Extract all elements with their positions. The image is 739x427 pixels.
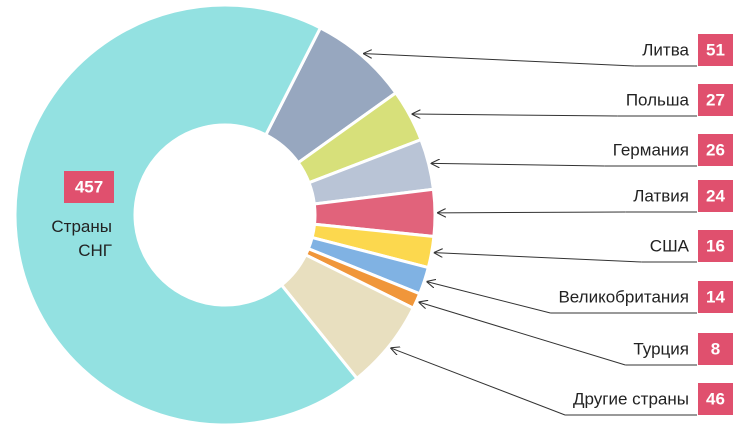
category-label: Другие страны bbox=[573, 389, 689, 408]
category-label: Германия bbox=[613, 140, 689, 159]
leader-arrow bbox=[435, 253, 642, 263]
value-label: 51 bbox=[706, 40, 725, 59]
value-box bbox=[698, 180, 733, 212]
value-label: 27 bbox=[706, 90, 725, 109]
value-box bbox=[698, 383, 733, 415]
leader-arrow bbox=[391, 348, 566, 416]
value-label: 26 bbox=[706, 140, 725, 159]
category-label: Турция bbox=[633, 339, 689, 358]
value-box bbox=[698, 281, 733, 313]
leader-arrow bbox=[432, 163, 605, 166]
leader-arrow bbox=[427, 282, 551, 314]
value-label: 46 bbox=[706, 389, 725, 408]
category-label: Литва bbox=[642, 40, 689, 59]
value-label: 457 bbox=[75, 177, 103, 196]
leader-arrow bbox=[413, 114, 618, 116]
leader-arrow bbox=[364, 54, 635, 67]
value-box bbox=[64, 171, 114, 203]
category-label: Страны СНГ bbox=[51, 217, 112, 260]
category-label: Латвия bbox=[633, 186, 689, 205]
value-label: 16 bbox=[706, 236, 725, 255]
value-label: 24 bbox=[706, 186, 725, 205]
leader-arrow bbox=[438, 212, 626, 213]
value-box bbox=[698, 230, 733, 262]
value-label: 8 bbox=[711, 339, 720, 358]
category-label: США bbox=[650, 236, 690, 255]
value-label: 14 bbox=[706, 287, 725, 306]
value-box bbox=[698, 34, 733, 66]
category-label: Польша bbox=[626, 90, 690, 109]
donut-segment bbox=[13, 3, 360, 427]
value-box bbox=[698, 333, 733, 365]
category-label: Великобритания bbox=[558, 287, 689, 306]
value-box bbox=[698, 134, 733, 166]
value-box bbox=[698, 84, 733, 116]
leader-arrow bbox=[419, 302, 626, 366]
